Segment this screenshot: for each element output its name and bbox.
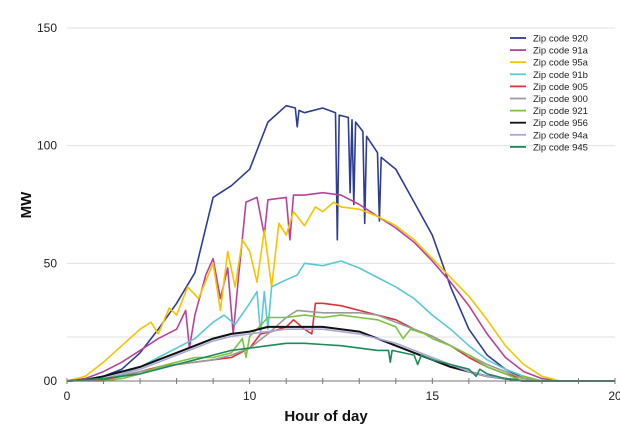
legend-item: Zip code 945: [510, 142, 588, 153]
legend-item: Zip code 956: [510, 118, 588, 129]
series-line-zip-code-91a: [66, 191, 615, 382]
legend-item: Zip code 905: [510, 82, 588, 93]
legend-item: Zip code 94a: [510, 130, 589, 141]
legend-label: Zip code 91b: [533, 70, 588, 81]
series-line-zip-code-95a: [66, 201, 615, 382]
legend-label: Zip code 905: [533, 82, 588, 93]
legend-label: Zip code 921: [533, 106, 588, 117]
y-tick-label: 100: [37, 139, 57, 153]
x-axis-ticks: 0 10 15 20: [64, 378, 620, 403]
legend-label: Zip code 94a: [533, 130, 589, 141]
legend-label: Zip code 956: [533, 118, 588, 129]
series-line-zip-code-94a: [66, 328, 615, 382]
y-axis-ticks: 00 50 100 150: [37, 21, 57, 388]
series-line-zip-code-920: [66, 104, 615, 382]
series-line-zip-code-956: [66, 325, 615, 382]
series-lines: [66, 104, 615, 382]
legend-item: Zip code 95a: [510, 58, 589, 69]
x-tick-label: 20: [608, 389, 620, 403]
legend-label: Zip code 945: [533, 142, 588, 153]
legend-item: Zip code 91b: [510, 70, 588, 81]
x-axis-title: Hour of day: [284, 408, 368, 425]
y-tick-label: 150: [37, 21, 57, 35]
series-line-zip-code-91b: [66, 260, 615, 382]
y-tick-label: 00: [44, 374, 58, 388]
x-tick-label: 0: [64, 389, 71, 403]
legend-label: Zip code 900: [533, 94, 588, 105]
legend-label: Zip code 95a: [533, 58, 589, 69]
series-line-zip-code-900: [66, 309, 615, 382]
x-tick-label: 10: [243, 389, 257, 403]
gridlines: [67, 27, 615, 338]
legend-item: Zip code 920: [510, 34, 588, 45]
y-tick-label: 50: [44, 256, 58, 270]
series-line-zip-code-945: [66, 342, 615, 382]
legend-label: Zip code 91a: [533, 46, 589, 57]
legend-item: Zip code 921: [510, 106, 588, 117]
series-line-zip-code-921: [67, 314, 615, 382]
x-tick-label: 15: [426, 389, 440, 403]
legend-item: Zip code 91a: [510, 46, 589, 57]
legend-label: Zip code 920: [533, 34, 588, 45]
legend-item: Zip code 900: [510, 94, 588, 105]
y-axis-title: MW: [18, 191, 35, 218]
